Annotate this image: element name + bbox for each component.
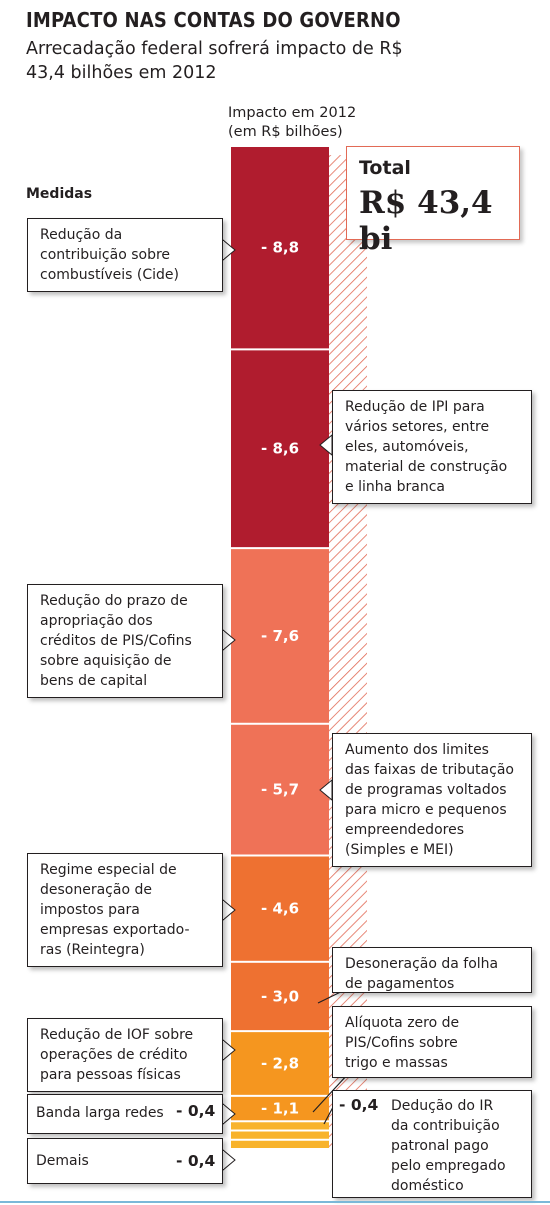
callout-line: impostos para (40, 902, 140, 918)
callout-line: Redução de IPI para (345, 399, 485, 415)
axis-title-line1: Impacto em 2012 (228, 105, 357, 121)
bar-value-label-2: - 8,6 (261, 440, 299, 458)
callout-banda-larga: Banda larga redes - 0,4 (27, 1094, 223, 1134)
callout-iof: Redução de IOF sobre operações de crédit… (27, 1018, 223, 1092)
bar-value-label-8: - 1,1 (261, 1100, 299, 1118)
callout-line: Regime especial de (40, 862, 177, 878)
chart-title: IMPACTO NAS CONTAS DO GOVERNO (26, 8, 401, 32)
chart-subtitle: Arrecadação federal sofrerá impacto de R… (26, 39, 403, 83)
callout-leader-line (312, 1073, 349, 1113)
deducao-ir-text: Dedução do IR da contribuição patronal p… (391, 1096, 506, 1196)
demais-label: Demais (36, 1153, 89, 1169)
callout-line: de pagamentos (345, 976, 455, 992)
callout-line: Redução do prazo de (40, 593, 188, 609)
callout-ipi: Redução de IPI para vários setores, entr… (332, 390, 532, 504)
bottom-rule (0, 1201, 550, 1203)
callout-line: Redução de IOF sobre (40, 1027, 194, 1043)
deducao-ir-value: - 0,4 (339, 1096, 379, 1114)
callout-line: operações de crédito (40, 1047, 188, 1063)
callout-line: contribuição sobre (40, 247, 171, 263)
callout-line: Redução da (40, 227, 123, 243)
banda-larga-label: Banda larga redes (36, 1105, 164, 1121)
bar-segment-4 (231, 724, 329, 855)
total-label: Total (359, 157, 411, 179)
callout-line: ras (Reintegra) (40, 942, 145, 958)
callout-line: Desoneração da folha (345, 956, 499, 972)
callout-line: e linha branca (345, 479, 445, 495)
callout-line: eles, automóveis, (345, 439, 469, 455)
callout-line: das faixas de tributação (345, 762, 514, 778)
callout-line: doméstico (391, 1178, 464, 1194)
bar-segment-2 (231, 350, 329, 548)
callout-line: vários setores, entre (345, 419, 490, 435)
callout-trigo: Alíquota zero de PIS/Cofins sobre trigo … (332, 1006, 532, 1078)
callout-line: pelo empregado (391, 1158, 506, 1174)
callout-line: empresas exportado- (40, 922, 190, 938)
bar-segment-5 (231, 856, 329, 961)
bar-segment-11 (231, 1140, 329, 1148)
total-value: R$ 43,4 bi (359, 185, 493, 257)
bar-value-label-3: - 7,6 (261, 627, 299, 645)
bar-segment-9 (231, 1122, 329, 1130)
bar-value-label-7: - 2,8 (261, 1054, 299, 1072)
callout-line: bens de capital (40, 673, 148, 689)
callout-line: para micro e pequenos (345, 802, 507, 818)
callout-simples: Aumento dos limites das faixas de tribut… (332, 733, 532, 867)
callout-line: empreendedores (345, 822, 464, 838)
bar-shadow-hatch (329, 155, 367, 1150)
measures-header: Medidas (26, 186, 93, 202)
callout-reintegra: Regime especial de desoneração de impost… (27, 853, 223, 967)
callout-line: Dedução do IR (391, 1098, 494, 1114)
callout-line: trigo e massas (345, 1055, 448, 1071)
callout-demais: Demais - 0,4 (27, 1138, 223, 1184)
banda-larga-value: - 0,4 (176, 1102, 216, 1120)
callout-line: Aumento dos limites (345, 742, 489, 758)
bar-segment-8 (231, 1096, 329, 1121)
axis-title: Impacto em 2012 (em R$ bilhões) (228, 104, 408, 142)
callout-line: para pessoas físicas (40, 1067, 181, 1083)
bar-value-label-5: - 4,6 (261, 900, 299, 918)
bar-value-label-1: - 8,8 (261, 239, 299, 257)
bar-segment-1 (231, 147, 329, 349)
callout-pointer (222, 1148, 236, 1172)
bar-segment-6 (231, 962, 329, 1031)
callout-line: da contribuição (391, 1118, 500, 1134)
axis-title-line2: (em R$ bilhões) (228, 124, 343, 140)
bar-segment-3 (231, 549, 329, 723)
bar-value-label-4: - 5,7 (261, 781, 299, 799)
callout-line: PIS/Cofins sobre (345, 1035, 458, 1051)
callout-line: combustíveis (Cide) (40, 267, 179, 283)
callout-cide: Redução da contribuição sobre combustíve… (27, 218, 223, 292)
callout-line: apropriação dos (40, 613, 153, 629)
callout-line: (Simples e MEI) (345, 842, 454, 858)
callout-folha: Desoneração da folha de pagamentos (332, 947, 532, 993)
callout-line: desoneração de (40, 882, 152, 898)
callout-line: créditos de PIS/Cofins (40, 633, 192, 649)
callout-line: de programas voltados (345, 782, 507, 798)
bar-segment-7 (231, 1032, 329, 1095)
callout-pis-cofins: Redução do prazo de apropriação dos créd… (27, 584, 223, 698)
callout-line: patronal pago (391, 1138, 489, 1154)
bar-segment-10 (231, 1131, 329, 1139)
callout-line: sobre aquisição de (40, 653, 172, 669)
callout-deducao-ir: - 0,4 Dedução do IR da contribuição patr… (332, 1090, 532, 1198)
demais-value: - 0,4 (176, 1152, 216, 1170)
callout-line: Alíquota zero de (345, 1015, 460, 1031)
callout-line: material de construção (345, 459, 508, 475)
bar-value-label-6: - 3,0 (261, 987, 299, 1005)
total-box: Total R$ 43,4 bi (346, 146, 520, 257)
